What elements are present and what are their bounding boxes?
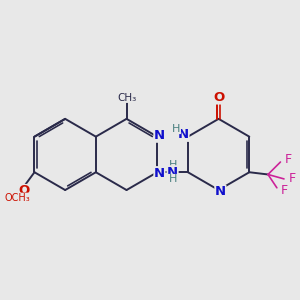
Text: H: H [168, 174, 177, 184]
Text: N: N [215, 185, 226, 198]
Text: N: N [154, 129, 165, 142]
Text: H: H [172, 124, 181, 134]
Text: F: F [280, 184, 288, 196]
Text: N: N [178, 128, 189, 141]
Text: CH₃: CH₃ [117, 92, 136, 103]
Text: OCH₃: OCH₃ [5, 193, 30, 203]
Text: F: F [285, 153, 292, 166]
Text: N: N [167, 166, 178, 179]
Text: O: O [213, 91, 224, 104]
Text: O: O [18, 184, 29, 197]
Text: N: N [154, 167, 165, 180]
Text: F: F [288, 172, 296, 185]
Text: H: H [168, 160, 177, 170]
